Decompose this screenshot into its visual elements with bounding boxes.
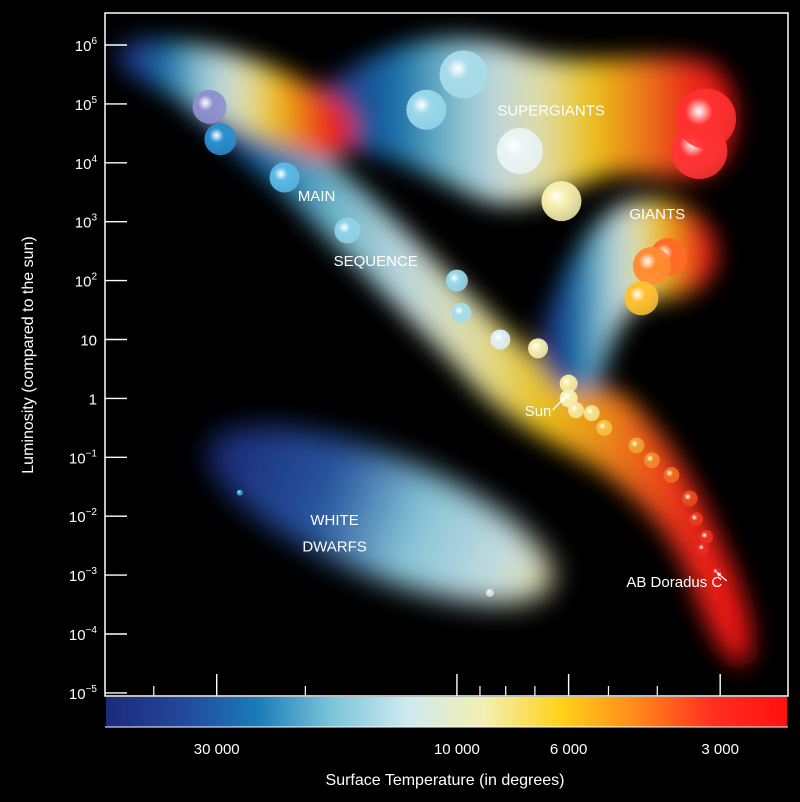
hot-upper-band: [115, 40, 353, 160]
y-tick-label: 10−3: [69, 566, 98, 585]
x-tick-label: 6 000: [550, 741, 588, 758]
region-label: SEQUENCE: [334, 253, 418, 270]
star-marker: [406, 89, 447, 130]
x-tick-label: 3 000: [701, 741, 739, 758]
x-tick-label: 10 000: [434, 741, 480, 758]
region-label: GIANTS: [629, 206, 685, 223]
star-marker: [496, 128, 543, 175]
star-marker: [204, 123, 237, 156]
star-marker: [192, 89, 227, 124]
y-tick-label: 10−4: [69, 625, 98, 644]
star-marker: [699, 529, 714, 544]
star-marker: [583, 405, 600, 422]
y-tick-label: 10−5: [69, 684, 98, 703]
star-marker: [236, 489, 243, 496]
x-axis: 30 000 10 000 6 000 3 000: [153, 674, 739, 758]
y-tick-label: 106: [75, 36, 98, 55]
star-marker: [439, 50, 488, 99]
star-marker: [681, 490, 698, 507]
y-tick-label: 102: [75, 272, 98, 291]
star-marker: [490, 329, 511, 350]
y-tick-label: 105: [75, 95, 98, 114]
region-label: MAIN: [298, 188, 336, 205]
star-marker: [334, 217, 361, 244]
region-label: DWARFS: [302, 539, 366, 556]
y-tick-label: 10−2: [69, 507, 98, 526]
star-marker: [689, 512, 704, 527]
y-tick-label: 1: [89, 391, 97, 408]
star-marker: [269, 162, 300, 193]
annotations-layer: Sun AB Doradus C: [525, 396, 728, 591]
star-marker: [663, 466, 680, 483]
x-tick-label: 30 000: [194, 741, 240, 758]
star-marker: [445, 269, 468, 292]
y-tick-label: 104: [75, 154, 98, 173]
temperature-colorbar: [106, 697, 787, 727]
region-label: SUPERGIANTS: [497, 103, 605, 120]
star-marker: [696, 542, 709, 555]
star-marker: [643, 452, 660, 469]
star-marker: [568, 402, 585, 419]
star-marker: [451, 302, 472, 323]
star-marker: [628, 437, 645, 454]
star-marker: [596, 419, 613, 436]
supergiant-band: [302, 38, 736, 205]
region-labels: SUPERGIANTS GIANTS MAIN SEQUENCE WHITE DWARFS: [298, 103, 685, 556]
stars-layer: [192, 50, 737, 597]
y-tick-label: 10−1: [69, 448, 98, 467]
star-marker: [624, 281, 659, 316]
x-axis-title: Surface Temperature (in degrees): [326, 772, 565, 789]
region-label: WHITE: [310, 512, 358, 529]
star-marker: [676, 88, 737, 149]
white-dwarf-region: [207, 426, 553, 604]
annotation-arrowhead: [560, 397, 566, 403]
annotation-arrowhead: [716, 572, 722, 577]
plot-frame: [104, 12, 789, 697]
y-axis-title: Luminosity (compared to the sun): [20, 236, 37, 473]
star-marker: [485, 588, 494, 597]
star-marker: [559, 374, 578, 393]
y-tick-label: 10: [80, 333, 97, 350]
star-marker: [528, 338, 549, 359]
star-marker: [632, 246, 671, 285]
y-tick-label: 103: [75, 213, 98, 232]
annotation-label: AB Doradus C: [626, 574, 722, 591]
star-marker: [541, 181, 582, 222]
annotation-label: Sun: [525, 403, 552, 420]
